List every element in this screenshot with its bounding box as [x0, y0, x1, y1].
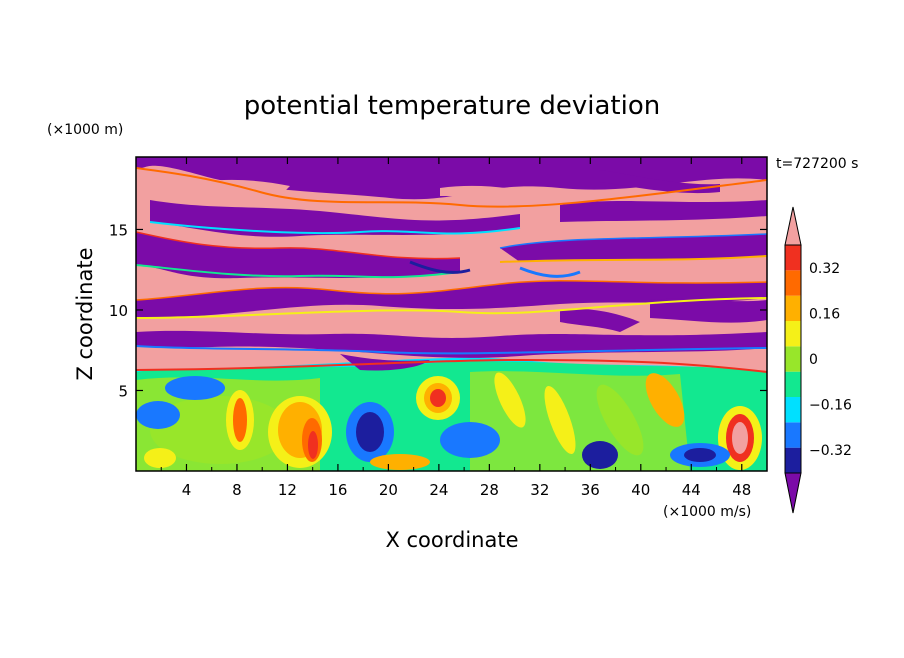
x-tick-label: 44 — [682, 481, 701, 499]
colorbar-tick-label: 0 — [809, 352, 818, 368]
colorbar-tick-label: −0.16 — [809, 398, 852, 414]
colorbar-band — [785, 371, 801, 397]
x-tick-label: 36 — [581, 481, 600, 499]
colorbar-band — [785, 321, 801, 347]
colorbar-frame — [784, 244, 802, 474]
colorbar-band — [785, 295, 801, 321]
x-tick-label: 4 — [182, 481, 192, 499]
layer-interface-contours — [136, 167, 767, 373]
x-tick-label: 12 — [278, 481, 297, 499]
y-tick-label: 15 — [109, 221, 128, 239]
x-unit-label: (×1000 m/s) — [663, 504, 751, 520]
colorbar-tick-label: −0.32 — [809, 443, 852, 459]
colorbar: 0.32 0.16 0 −0.16 −0.32 — [784, 206, 852, 514]
colorbar-band — [785, 270, 801, 296]
y-unit-label: (×1000 m) — [47, 122, 123, 138]
x-tick-label: 32 — [530, 481, 549, 499]
colorbar-band — [785, 447, 801, 473]
colorbar-bottom-arrow — [784, 472, 802, 514]
y-tick-label: 5 — [118, 382, 128, 400]
x-axis-ticks: 4 8 12 16 20 24 28 32 36 40 44 48 — [160, 157, 751, 499]
upper-layer-field — [136, 157, 767, 372]
colorbar-band — [785, 245, 801, 271]
colorbar-tick-label: 0.32 — [809, 261, 840, 277]
colorbar-top-arrow — [784, 206, 802, 246]
x-tick-label: 40 — [631, 481, 650, 499]
plot-frame — [135, 156, 768, 472]
x-tick-label: 24 — [429, 481, 448, 499]
colorbar-band — [785, 346, 801, 372]
x-tick-label: 28 — [480, 481, 499, 499]
x-tick-label: 8 — [232, 481, 242, 499]
lower-turbulence-field — [136, 361, 767, 471]
x-tick-label: 20 — [379, 481, 398, 499]
contour-plot-area — [136, 157, 767, 471]
x-tick-label: 16 — [328, 481, 347, 499]
y-axis-label: Z coordinate — [73, 247, 97, 380]
colorbar-tick-label: 0.16 — [809, 306, 840, 322]
time-label: t=727200 s — [776, 156, 858, 172]
colorbar-band — [785, 422, 801, 448]
colorbar-band — [785, 397, 801, 423]
y-tick-label: 10 — [109, 302, 128, 320]
x-tick-label: 48 — [732, 481, 751, 499]
y-axis-ticks: 5 10 15 — [109, 221, 767, 400]
x-axis-label: X coordinate — [385, 528, 518, 552]
chart-title: potential temperature deviation — [244, 91, 660, 121]
